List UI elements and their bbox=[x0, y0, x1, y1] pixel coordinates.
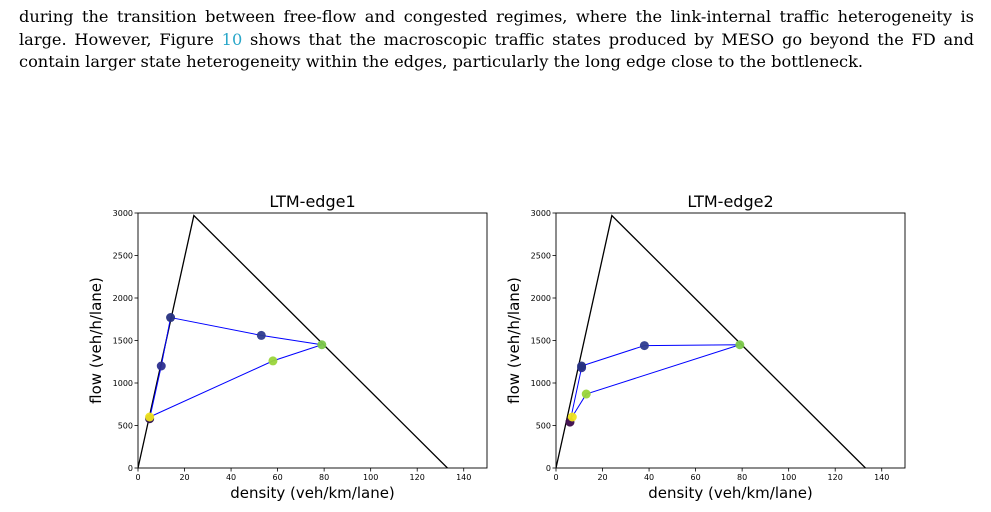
x-tick-label: 60 bbox=[273, 473, 283, 482]
x-tick-label: 40 bbox=[226, 473, 236, 482]
x-tick-label: 20 bbox=[597, 473, 607, 482]
chart-1: 0 20 40 60 80 100 120 140 0 500 1000 1500 2000 2500 30… bbox=[87, 192, 488, 502]
x-tick-label: 140 bbox=[456, 473, 471, 482]
x-axis-label: density (veh/km/lane) bbox=[230, 484, 395, 502]
axes-frame bbox=[137, 212, 488, 469]
x-tick-label: 60 bbox=[691, 473, 701, 482]
y-axis-label: flow (veh/h/lane) bbox=[505, 277, 523, 404]
data-point bbox=[567, 412, 577, 422]
x-tick-label: 0 bbox=[135, 473, 140, 482]
x-tick-label: 120 bbox=[410, 473, 425, 482]
x-axis-label: density (veh/km/lane) bbox=[648, 484, 813, 502]
chart-2: 0 20 40 60 80 100 120 140 0 500 1000 1500 2000 2500 30… bbox=[505, 192, 906, 502]
y-tick-label: 2500 bbox=[113, 252, 133, 261]
axes-frame bbox=[555, 212, 906, 469]
data-point bbox=[317, 340, 327, 350]
x-tick-label: 100 bbox=[781, 473, 796, 482]
y-tick-label: 2500 bbox=[531, 252, 551, 261]
y-tick-label: 1000 bbox=[531, 379, 551, 388]
data-point bbox=[268, 356, 278, 366]
data-point bbox=[145, 412, 155, 422]
fundamental-diagram-line bbox=[556, 214, 866, 468]
body-paragraph: during the transition between free-flow … bbox=[19, 6, 974, 74]
y-tick-label: 0 bbox=[546, 464, 551, 473]
data-point bbox=[577, 361, 587, 371]
data-point bbox=[639, 341, 649, 351]
x-tick-label: 100 bbox=[363, 473, 378, 482]
data-point bbox=[156, 361, 166, 371]
chart-title: LTM-edge2 bbox=[687, 192, 773, 211]
x-tick-label: 120 bbox=[828, 473, 843, 482]
x-tick-label: 20 bbox=[179, 473, 189, 482]
x-tick-label: 0 bbox=[553, 473, 558, 482]
y-tick-label: 3000 bbox=[113, 209, 133, 218]
state-trajectory-line bbox=[149, 316, 322, 419]
x-tick-label: 80 bbox=[737, 473, 747, 482]
y-tick-label: 1000 bbox=[113, 379, 133, 388]
state-trajectory-line bbox=[569, 344, 740, 423]
y-tick-label: 0 bbox=[128, 464, 133, 473]
y-axis-label: flow (veh/h/lane) bbox=[87, 277, 105, 404]
y-tick-label: 3000 bbox=[531, 209, 551, 218]
y-tick-label: 2000 bbox=[113, 294, 133, 303]
paragraph-text-1: during the transition between free-flow … bbox=[19, 7, 974, 49]
data-point bbox=[256, 330, 266, 340]
y-tick-label: 2000 bbox=[531, 294, 551, 303]
data-point bbox=[735, 340, 745, 350]
data-point bbox=[166, 313, 176, 323]
fundamental-diagram-line bbox=[138, 214, 448, 468]
y-tick-label: 500 bbox=[536, 422, 551, 431]
figure-reference-link[interactable]: 10 bbox=[221, 29, 243, 49]
y-tick-label: 500 bbox=[118, 422, 133, 431]
x-tick-label: 40 bbox=[644, 473, 654, 482]
y-tick-label: 1500 bbox=[113, 337, 133, 346]
chart-title: LTM-edge1 bbox=[269, 192, 355, 211]
data-point bbox=[581, 389, 591, 399]
y-tick-label: 1500 bbox=[531, 337, 551, 346]
paragraph-text-2: shows that the macroscopic traffic state… bbox=[19, 29, 974, 72]
x-tick-label: 80 bbox=[319, 473, 329, 482]
x-tick-label: 140 bbox=[874, 473, 889, 482]
